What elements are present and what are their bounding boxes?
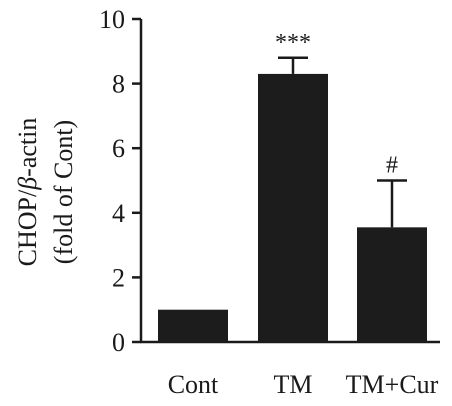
y-ticks: 0 2 4 6 8 10 [99, 5, 141, 357]
error-bars [278, 56, 407, 228]
significance-label: # [386, 153, 398, 179]
bar [158, 309, 228, 342]
y-axis-label-suffix: -actin [13, 118, 42, 177]
y-tick-label: 6 [112, 134, 125, 163]
x-tick-labels: Cont TM TM+Cur [168, 370, 439, 399]
bars [158, 73, 427, 342]
y-axis-label-prefix: CHOP/ [13, 189, 42, 266]
y-tick-label: 10 [99, 5, 125, 34]
y-tick-label: 0 [112, 328, 125, 357]
annotations: *** # [275, 30, 398, 179]
y-axis-label-line2: (fold of Cont) [49, 120, 78, 264]
y-tick-label: 2 [112, 263, 125, 292]
y-tick-label: 8 [112, 70, 125, 99]
x-tick-label: TM [274, 370, 313, 399]
x-tick-label: Cont [168, 370, 219, 399]
bar [357, 227, 427, 342]
y-tick-label: 4 [112, 199, 125, 228]
bar [258, 73, 328, 342]
y-axis-label-italic: β [13, 177, 42, 191]
x-tick-label: TM+Cur [346, 370, 439, 399]
significance-label: *** [275, 30, 311, 56]
y-axis-label: CHOP/β-actin [13, 118, 42, 267]
